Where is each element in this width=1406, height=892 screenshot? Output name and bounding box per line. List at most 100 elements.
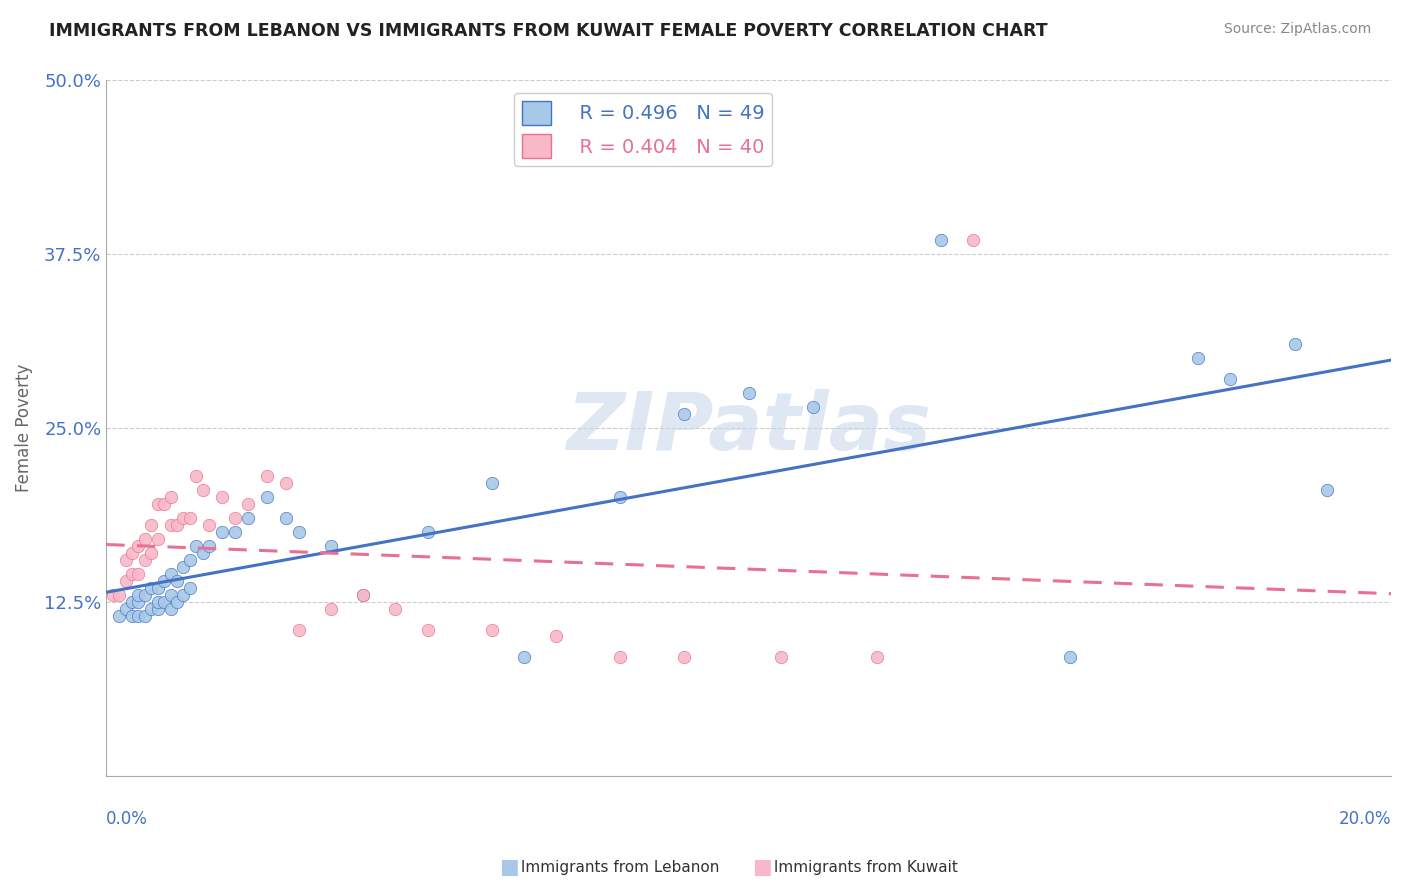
- Point: [224, 525, 246, 540]
- Point: [146, 581, 169, 595]
- Point: [121, 608, 143, 623]
- Point: [1219, 372, 1241, 386]
- Point: [769, 650, 792, 665]
- Point: [114, 553, 136, 567]
- Point: [108, 588, 131, 602]
- Point: [159, 601, 181, 615]
- Point: [108, 608, 131, 623]
- Point: [141, 581, 163, 595]
- Point: [172, 511, 194, 525]
- Point: [384, 601, 406, 615]
- Point: [121, 566, 143, 581]
- Point: [236, 497, 259, 511]
- Point: [416, 525, 439, 540]
- Point: [179, 581, 201, 595]
- Point: [256, 491, 278, 505]
- Text: Source: ZipAtlas.com: Source: ZipAtlas.com: [1223, 22, 1371, 37]
- Point: [179, 511, 201, 525]
- Point: [172, 560, 194, 574]
- Point: [198, 518, 221, 533]
- Point: [1316, 483, 1339, 498]
- Point: [134, 553, 156, 567]
- Point: [101, 588, 124, 602]
- Point: [127, 539, 149, 553]
- Point: [191, 483, 214, 498]
- Point: [211, 525, 233, 540]
- Text: IMMIGRANTS FROM LEBANON VS IMMIGRANTS FROM KUWAIT FEMALE POVERTY CORRELATION CHA: IMMIGRANTS FROM LEBANON VS IMMIGRANTS FR…: [49, 22, 1047, 40]
- Point: [141, 518, 163, 533]
- Point: [146, 595, 169, 609]
- Point: [288, 623, 311, 637]
- Point: [159, 566, 181, 581]
- Text: Immigrants from Kuwait: Immigrants from Kuwait: [769, 860, 957, 874]
- Point: [673, 407, 696, 421]
- Point: [481, 623, 503, 637]
- Point: [224, 511, 246, 525]
- Point: [127, 595, 149, 609]
- Point: [179, 553, 201, 567]
- Point: [198, 539, 221, 553]
- Point: [121, 546, 143, 560]
- Text: ■: ■: [499, 857, 519, 877]
- Point: [134, 532, 156, 546]
- Point: [159, 491, 181, 505]
- Point: [673, 650, 696, 665]
- Point: [513, 650, 536, 665]
- Point: [186, 469, 208, 483]
- Point: [737, 386, 759, 401]
- Text: ZIPatlas: ZIPatlas: [567, 389, 931, 467]
- Point: [166, 595, 188, 609]
- Point: [962, 233, 984, 247]
- Point: [134, 588, 156, 602]
- Point: [609, 650, 631, 665]
- Point: [159, 588, 181, 602]
- Text: ■: ■: [752, 857, 772, 877]
- Point: [352, 588, 374, 602]
- Point: [186, 539, 208, 553]
- Point: [416, 623, 439, 637]
- Point: [191, 546, 214, 560]
- Point: [256, 469, 278, 483]
- Text: Immigrants from Lebanon: Immigrants from Lebanon: [516, 860, 720, 874]
- Point: [141, 546, 163, 560]
- Text: 20.0%: 20.0%: [1339, 810, 1391, 829]
- Point: [127, 566, 149, 581]
- Point: [153, 595, 176, 609]
- Point: [141, 601, 163, 615]
- Point: [146, 532, 169, 546]
- Point: [321, 539, 343, 553]
- Point: [866, 650, 889, 665]
- Text: 0.0%: 0.0%: [107, 810, 148, 829]
- Point: [211, 491, 233, 505]
- Point: [609, 491, 631, 505]
- Point: [1284, 337, 1306, 351]
- Point: [127, 588, 149, 602]
- Point: [1187, 351, 1209, 366]
- Point: [276, 476, 298, 491]
- Point: [544, 630, 567, 644]
- Point: [1059, 650, 1081, 665]
- Point: [159, 518, 181, 533]
- Point: [172, 588, 194, 602]
- Point: [931, 233, 953, 247]
- Point: [166, 574, 188, 588]
- Point: [134, 608, 156, 623]
- Point: [121, 595, 143, 609]
- Legend:   R = 0.496   N = 49,   R = 0.404   N = 40: R = 0.496 N = 49, R = 0.404 N = 40: [515, 93, 772, 166]
- Point: [146, 497, 169, 511]
- Point: [801, 400, 824, 414]
- Point: [114, 574, 136, 588]
- Point: [321, 601, 343, 615]
- Point: [288, 525, 311, 540]
- Point: [236, 511, 259, 525]
- Y-axis label: Female Poverty: Female Poverty: [15, 364, 32, 492]
- Point: [146, 601, 169, 615]
- Point: [153, 574, 176, 588]
- Point: [166, 518, 188, 533]
- Point: [352, 588, 374, 602]
- Point: [127, 608, 149, 623]
- Point: [481, 476, 503, 491]
- Point: [276, 511, 298, 525]
- Point: [114, 601, 136, 615]
- Point: [153, 497, 176, 511]
